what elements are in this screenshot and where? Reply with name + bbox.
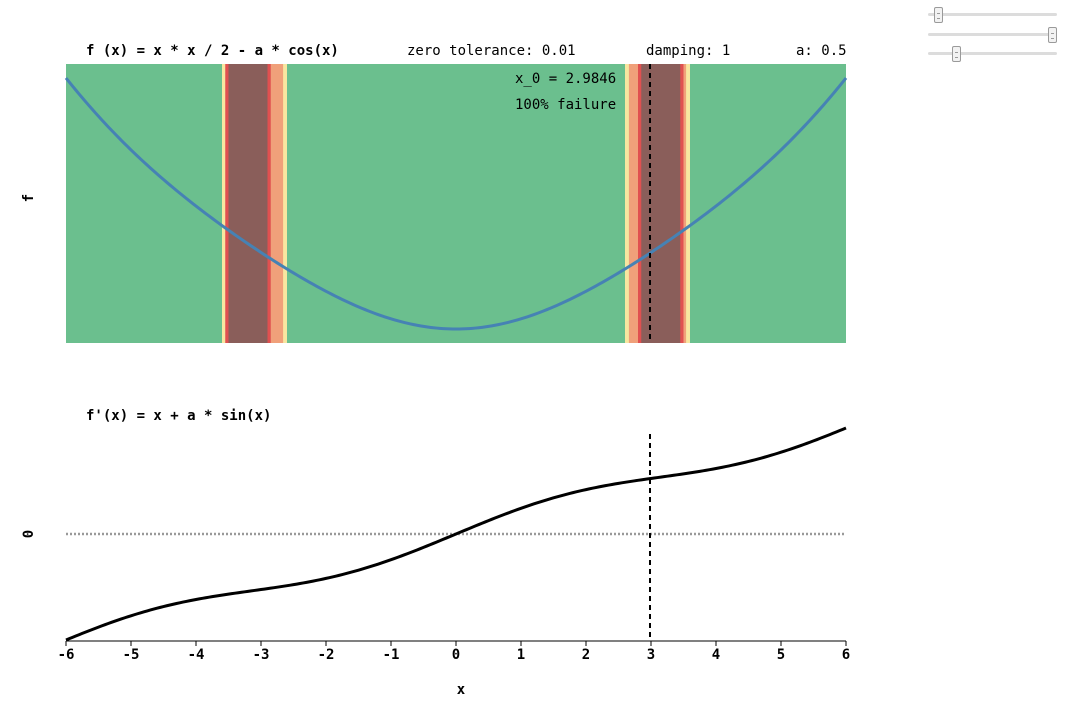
- a-label: a: 0.5: [796, 43, 847, 59]
- function-panel: [64, 64, 848, 343]
- slider-track: [928, 33, 1057, 36]
- tolerance-slider[interactable]: [928, 7, 1057, 23]
- function-curve: [64, 77, 848, 331]
- x-tick-label: 5: [777, 647, 785, 663]
- x-tick-label: 0: [452, 647, 460, 663]
- convergence-heatmap: [66, 64, 846, 343]
- x-tick-label: -5: [123, 647, 140, 663]
- failure-band: [641, 64, 681, 343]
- x-tick-label: 1: [517, 647, 525, 663]
- x-axis-title: x: [457, 682, 466, 698]
- x-tick-label: -6: [58, 647, 75, 663]
- x-tick-label: 4: [712, 647, 720, 663]
- slider-track: [928, 52, 1057, 55]
- damping-slider[interactable]: [928, 27, 1057, 43]
- function-formula: f (x) = x * x / 2 - a * cos(x): [86, 43, 339, 59]
- x-axis: -6 -5 -4 -3 -2 -1 0 1 2 3 4 5 6: [58, 640, 850, 663]
- failure-band: [228, 64, 268, 343]
- bottom-y-axis-label: 0: [21, 530, 37, 538]
- derivative-curve: [65, 426, 847, 642]
- x-tick-label: -1: [383, 647, 400, 663]
- tolerance-label: zero tolerance: 0.01: [407, 43, 576, 59]
- failure-readout: 100% failure: [515, 97, 616, 113]
- derivative-panel: [65, 426, 847, 642]
- top-y-axis-label: f: [21, 194, 37, 202]
- x-tick-label: 3: [647, 647, 655, 663]
- x-tick-label: -4: [188, 647, 205, 663]
- damping-label: damping: 1: [646, 43, 730, 59]
- slider-handle[interactable]: [952, 46, 961, 62]
- a-slider[interactable]: [928, 46, 1057, 62]
- success-region: [66, 64, 846, 343]
- x-tick-label: -2: [318, 647, 335, 663]
- slider-track: [928, 13, 1057, 16]
- x-tick-label: -3: [253, 647, 270, 663]
- derivative-formula: f'(x) = x + a * sin(x): [86, 408, 271, 424]
- slider-handle[interactable]: [1048, 27, 1057, 43]
- x-tick-label: 6: [842, 647, 850, 663]
- x0-readout: x_0 = 2.9846: [515, 71, 616, 87]
- slider-handle[interactable]: [934, 7, 943, 23]
- x-tick-label: 2: [582, 647, 590, 663]
